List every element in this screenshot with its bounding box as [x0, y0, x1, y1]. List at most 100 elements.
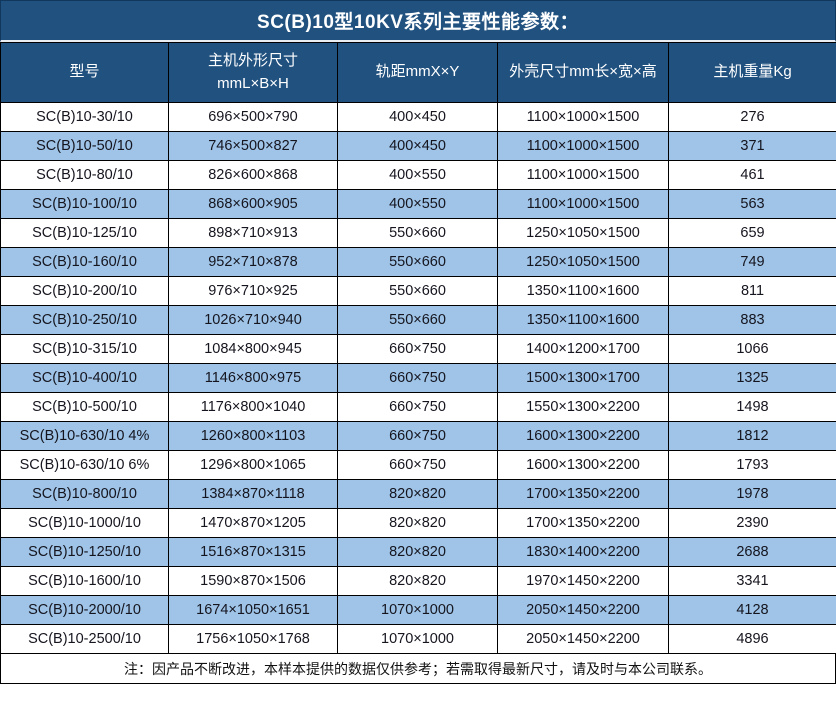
cell-weight: 4896: [668, 624, 836, 654]
table-row: SC(B)10-250/10 1026×710×940 550×660 1350×11…: [0, 305, 836, 335]
cell-weight: 749: [668, 247, 836, 277]
cell-rail-gauge: 660×750: [337, 363, 498, 393]
table-body: SC(B)10-30/10 696×500×790 400×450 1100×1000…: [0, 102, 836, 654]
cell-rail-gauge: 820×820: [337, 537, 498, 567]
cell-model: SC(B)10-2000/10: [0, 595, 169, 625]
cell-unit-size: 1084×800×945: [168, 334, 338, 364]
column-header-rail-gauge: 轨距mmX×Y: [337, 42, 498, 103]
cell-weight: 3341: [668, 566, 836, 596]
title-bar: SC(B)10型10KV系列主要性能参数：: [0, 0, 836, 42]
cell-model: SC(B)10-500/10: [0, 392, 169, 422]
table-row: SC(B)10-1250/10 1516×870×1315 820×820 1830×…: [0, 537, 836, 567]
cell-unit-size: 746×500×827: [168, 131, 338, 161]
cell-shell-size: 1970×1450×2200: [497, 566, 669, 596]
cell-rail-gauge: 400×550: [337, 160, 498, 190]
cell-model: SC(B)10-630/10 6%: [0, 450, 169, 480]
table-row: SC(B)10-80/10 826×600×868 400×550 1100×1000…: [0, 160, 836, 190]
cell-unit-size: 1260×800×1103: [168, 421, 338, 451]
column-header-unit-size: 主机外形尺寸 mmL×B×H: [168, 42, 338, 103]
cell-model: SC(B)10-630/10 4%: [0, 421, 169, 451]
cell-rail-gauge: 550×660: [337, 218, 498, 248]
cell-rail-gauge: 550×660: [337, 247, 498, 277]
cell-unit-size: 1674×1050×1651: [168, 595, 338, 625]
table-row: SC(B)10-1600/10 1590×870×1506 820×820 1970×…: [0, 566, 836, 596]
table-header-row: 型号 主机外形尺寸 mmL×B×H 轨距mmX×Y 外壳尺寸mm长×宽×高 主机…: [0, 42, 836, 103]
table-row: SC(B)10-800/10 1384×870×1118 820×820 1700×1…: [0, 479, 836, 509]
cell-shell-size: 1700×1350×2200: [497, 508, 669, 538]
cell-unit-size: 952×710×878: [168, 247, 338, 277]
footnote: 注：因产品不断改进，本样本提供的数据仅供参考；若需取得最新尺寸，请及时与本公司联…: [0, 654, 836, 684]
cell-unit-size: 976×710×925: [168, 276, 338, 306]
cell-shell-size: 1830×1400×2200: [497, 537, 669, 567]
cell-rail-gauge: 550×660: [337, 276, 498, 306]
cell-model: SC(B)10-80/10: [0, 160, 169, 190]
table-row: SC(B)10-1000/10 1470×870×1205 820×820 1700×…: [0, 508, 836, 538]
cell-weight: 371: [668, 131, 836, 161]
cell-shell-size: 1350×1100×1600: [497, 276, 669, 306]
cell-weight: 276: [668, 102, 836, 132]
cell-shell-size: 1600×1300×2200: [497, 421, 669, 451]
column-header-model: 型号: [0, 42, 169, 103]
cell-unit-size: 826×600×868: [168, 160, 338, 190]
cell-unit-size: 1296×800×1065: [168, 450, 338, 480]
cell-weight: 1978: [668, 479, 836, 509]
table-row: SC(B)10-2500/10 1756×1050×1768 1070×1000 20…: [0, 624, 836, 654]
footnote-text: 注：因产品不断改进，本样本提供的数据仅供参考；若需取得最新尺寸，请及时与本公司联…: [124, 660, 712, 677]
cell-shell-size: 1400×1200×1700: [497, 334, 669, 364]
cell-weight: 1325: [668, 363, 836, 393]
cell-shell-size: 1600×1300×2200: [497, 450, 669, 480]
cell-rail-gauge: 400×550: [337, 189, 498, 219]
cell-shell-size: 2050×1450×2200: [497, 624, 669, 654]
cell-unit-size: 1516×870×1315: [168, 537, 338, 567]
cell-rail-gauge: 660×750: [337, 392, 498, 422]
cell-rail-gauge: 400×450: [337, 131, 498, 161]
cell-weight: 883: [668, 305, 836, 335]
table-row: SC(B)10-100/10 868×600×905 400×550 1100×100…: [0, 189, 836, 219]
column-header-weight: 主机重量Kg: [668, 42, 836, 103]
cell-rail-gauge: 1070×1000: [337, 595, 498, 625]
cell-model: SC(B)10-2500/10: [0, 624, 169, 654]
cell-unit-size: 868×600×905: [168, 189, 338, 219]
cell-unit-size: 1384×870×1118: [168, 479, 338, 509]
cell-model: SC(B)10-125/10: [0, 218, 169, 248]
cell-weight: 2390: [668, 508, 836, 538]
cell-rail-gauge: 1070×1000: [337, 624, 498, 654]
cell-model: SC(B)10-100/10: [0, 189, 169, 219]
cell-model: SC(B)10-1250/10: [0, 537, 169, 567]
cell-shell-size: 1100×1000×1500: [497, 131, 669, 161]
cell-weight: 4128: [668, 595, 836, 625]
cell-shell-size: 2050×1450×2200: [497, 595, 669, 625]
table-row: SC(B)10-200/10 976×710×925 550×660 1350×110…: [0, 276, 836, 306]
cell-shell-size: 1550×1300×2200: [497, 392, 669, 422]
cell-rail-gauge: 550×660: [337, 305, 498, 335]
cell-unit-size: 1590×870×1506: [168, 566, 338, 596]
cell-rail-gauge: 820×820: [337, 508, 498, 538]
cell-weight: 1812: [668, 421, 836, 451]
cell-rail-gauge: 660×750: [337, 334, 498, 364]
table-row: SC(B)10-630/10 6% 1296×800×1065 660×750 160…: [0, 450, 836, 480]
spec-table: 型号 主机外形尺寸 mmL×B×H 轨距mmX×Y 外壳尺寸mm长×宽×高 主机…: [0, 42, 836, 654]
table-row: SC(B)10-160/10 952×710×878 550×660 1250×105…: [0, 247, 836, 277]
table-row: SC(B)10-630/10 4% 1260×800×1103 660×750 160…: [0, 421, 836, 451]
column-header-shell-size: 外壳尺寸mm长×宽×高: [497, 42, 669, 103]
cell-weight: 461: [668, 160, 836, 190]
cell-model: SC(B)10-1000/10: [0, 508, 169, 538]
table-row: SC(B)10-125/10 898×710×913 550×660 1250×105…: [0, 218, 836, 248]
table-row: SC(B)10-30/10 696×500×790 400×450 1100×1000…: [0, 102, 836, 132]
cell-shell-size: 1100×1000×1500: [497, 102, 669, 132]
cell-model: SC(B)10-50/10: [0, 131, 169, 161]
cell-model: SC(B)10-30/10: [0, 102, 169, 132]
cell-shell-size: 1700×1350×2200: [497, 479, 669, 509]
cell-weight: 659: [668, 218, 836, 248]
cell-model: SC(B)10-250/10: [0, 305, 169, 335]
cell-weight: 1793: [668, 450, 836, 480]
cell-weight: 563: [668, 189, 836, 219]
table-row: SC(B)10-400/10 1146×800×975 660×750 1500×13…: [0, 363, 836, 393]
cell-rail-gauge: 660×750: [337, 421, 498, 451]
cell-model: SC(B)10-800/10: [0, 479, 169, 509]
table-row: SC(B)10-50/10 746×500×827 400×450 1100×1000…: [0, 131, 836, 161]
cell-shell-size: 1250×1050×1500: [497, 218, 669, 248]
cell-unit-size: 898×710×913: [168, 218, 338, 248]
table-row: SC(B)10-315/10 1084×800×945 660×750 1400×12…: [0, 334, 836, 364]
